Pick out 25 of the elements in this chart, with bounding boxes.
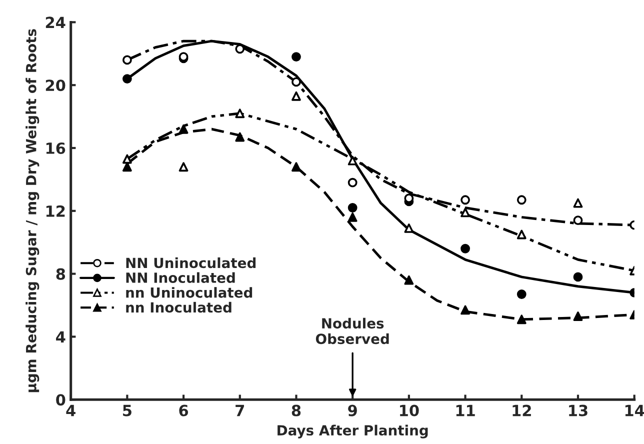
x-tick-label: 11 (456, 404, 475, 416)
y-tick-label: 0 (56, 394, 66, 406)
legend-label: nn Inoculated (126, 302, 232, 313)
x-tick-label: 9 (348, 404, 357, 416)
x-tick-label: 8 (292, 404, 301, 416)
y-tick-label: 16 (46, 142, 66, 154)
x-tick-label: 10 (400, 404, 419, 416)
x-axis-title: Days After Planting (278, 424, 428, 438)
x-tick-label: 4 (66, 404, 76, 416)
x-tick-label: 13 (569, 404, 588, 416)
x-tick-label: 12 (512, 404, 531, 416)
y-axis-title: μgm Reducing Sugar / mg Dry Weight of Roots (26, 29, 40, 392)
legend-label: NN Uninoculated (126, 257, 256, 268)
y-tick-label: 8 (56, 268, 66, 280)
legend-label: nn Uninoculated (126, 287, 252, 298)
y-tick-label: 24 (46, 16, 66, 28)
x-tick-label: 14 (625, 404, 644, 416)
legend-label: NN Inoculated (126, 272, 235, 283)
x-tick-label: 6 (179, 404, 188, 416)
y-tick-label: 12 (46, 205, 65, 217)
x-tick-label: 5 (123, 404, 132, 416)
y-tick-label: 20 (46, 80, 66, 92)
annotation: Nodules Observed (316, 318, 389, 344)
y-tick-label: 4 (56, 331, 66, 343)
x-tick-label: 7 (236, 404, 244, 416)
